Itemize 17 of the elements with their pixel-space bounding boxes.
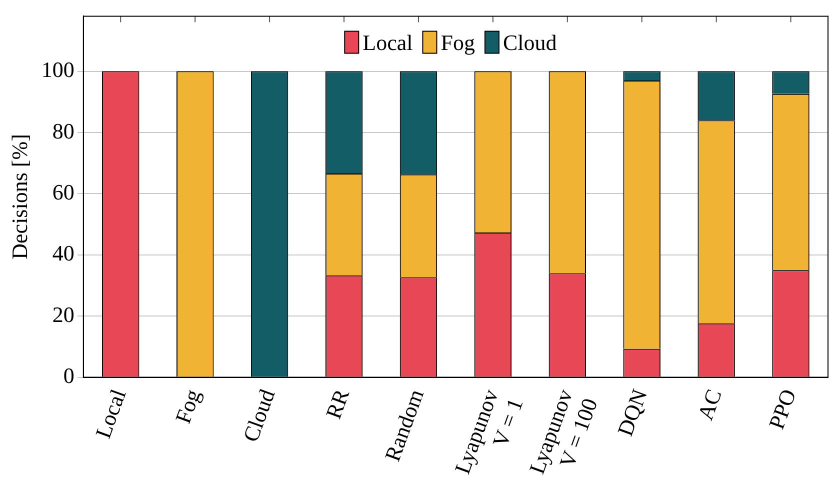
x-tick-label: DQN [612,386,652,440]
y-tick-label: 100 [41,57,74,82]
y-tick-label: 0 [63,363,74,388]
legend-label: Fog [440,30,475,55]
x-tick-label: RR [320,386,354,422]
x-tick-label: Fog [170,386,206,427]
x-tick-label: Local [90,386,131,442]
x-tick-label: Cloud [238,386,280,445]
y-tick-label: 60 [52,179,74,204]
x-tick-label: AC [692,386,726,424]
y-tick-label: 80 [52,118,74,144]
y-tick-label: 40 [52,240,74,266]
x-tick-label: PPO [764,386,801,432]
legend-label: Cloud [502,30,557,55]
y-tick-label: 20 [52,302,74,327]
y-axis-title: Decisions [%] [6,134,32,260]
legend-label: Local [362,30,413,55]
